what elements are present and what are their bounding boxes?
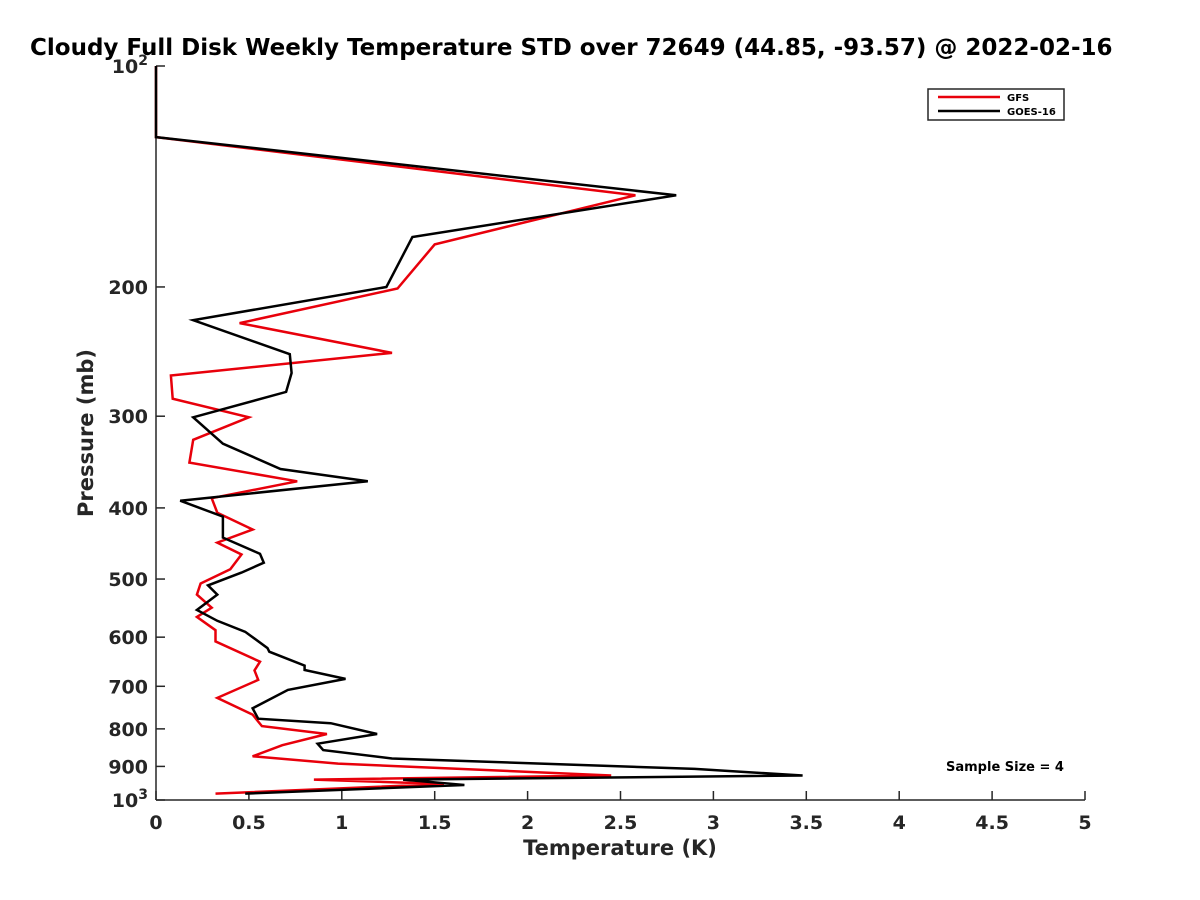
y-tick-label: 103 — [112, 787, 148, 812]
y-tick-label: 102 — [112, 53, 148, 78]
x-tick-label: 2 — [521, 812, 534, 834]
y-tick-label: 900 — [108, 756, 148, 778]
x-tick-label: 0 — [149, 812, 162, 834]
sample-size-annotation: Sample Size = 4 — [946, 760, 1064, 775]
x-tick-label: 4 — [893, 812, 906, 834]
y-tick-label: 600 — [108, 627, 148, 649]
chart-title: Cloudy Full Disk Weekly Temperature STD … — [30, 35, 1113, 61]
x-tick-label: 1 — [335, 812, 348, 834]
series-line-gfs — [154, 66, 636, 795]
x-tick-label: 1.5 — [418, 812, 452, 834]
legend-label-goes16: GOES-16 — [1007, 107, 1056, 118]
x-tick-label: 5 — [1078, 812, 1091, 834]
x-tick-label: 3.5 — [789, 812, 823, 834]
legend-box — [927, 88, 1065, 121]
plot-area: 0 0.5 1 1.5 2 2.5 3 3.5 4 4.5 5 102 200 300 400 500 600 7… — [108, 53, 1091, 834]
series-layer — [154, 66, 803, 795]
x-tick-label: 4.5 — [975, 812, 1009, 834]
x-tick-label: 3 — [707, 812, 720, 834]
y-tick-label: 700 — [108, 676, 148, 698]
legend-label-gfs: GFS — [1007, 93, 1029, 104]
ticks-layer: 0 0.5 1 1.5 2 2.5 3 3.5 4 4.5 5 102 200 300 400 500 600 7… — [108, 53, 1091, 834]
x-tick-label: 2.5 — [604, 812, 638, 834]
x-tick-label: 0.5 — [232, 812, 266, 834]
x-axis-label: Temperature (K) — [523, 836, 717, 860]
y-tick-label: 200 — [108, 277, 148, 299]
y-axis-label: Pressure (mb) — [74, 349, 98, 517]
y-tick-label: 800 — [108, 719, 148, 741]
series-line-goes16 — [154, 66, 803, 795]
y-tick-label: 300 — [108, 406, 148, 428]
legend: GFS GOES-16 — [927, 88, 1065, 121]
y-tick-label: 500 — [108, 569, 148, 591]
y-tick-label: 400 — [108, 498, 148, 520]
